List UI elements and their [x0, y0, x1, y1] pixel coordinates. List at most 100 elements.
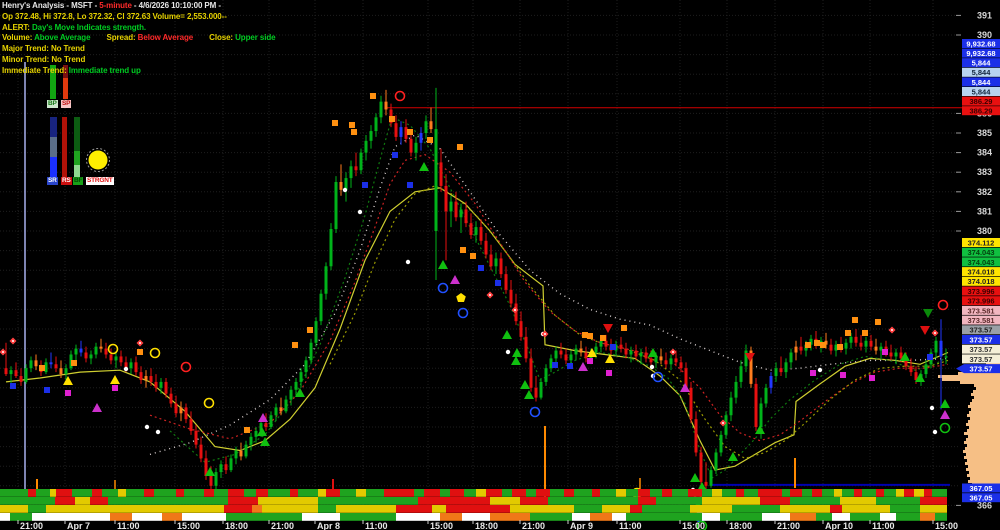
price-badge: 9,932.68: [966, 39, 995, 48]
price-axis-label: 381: [977, 206, 992, 216]
price-badge: 367.05: [970, 494, 993, 503]
time-axis-label: 11:00: [365, 521, 388, 530]
time-axis: 21:00 Apr 7 11:00 15:00 18:00 21:00 Apr 8 11:00…: [17, 520, 958, 530]
price-badge: 5,844: [972, 87, 992, 96]
legend-chip-sp: SP: [61, 100, 72, 108]
time-axis-label: Apr 10: [825, 521, 853, 530]
volume-stat-label: Volume:: [2, 33, 33, 43]
time-axis-label: 15:00: [177, 521, 200, 530]
chart-title: Henry's Analysis - MSFT -: [2, 1, 100, 10]
strength-gauge-ring: [86, 148, 110, 172]
time-axis-label: 15:00: [935, 521, 958, 530]
upper-price-badges: 9,932.689,932.685,8445,8445,8445,844386.…: [962, 39, 1000, 116]
time-axis-label: 15:00: [682, 521, 705, 530]
time-axis-label: 11:00: [117, 521, 140, 530]
price-badge: 373.57: [970, 335, 993, 344]
close-stat-value: Upper side: [235, 33, 276, 43]
price-badge: 373.996: [967, 297, 994, 306]
ma-green-dotted: [169, 116, 949, 479]
time-axis-label: 11:00: [872, 521, 895, 530]
price-badge: 367.05: [970, 484, 993, 493]
price-badge: 386.29: [970, 107, 993, 116]
time-axis-label: 18:00: [729, 521, 752, 530]
price-badge: 9,932.68: [966, 49, 995, 58]
volume-stat-value: Above Average: [34, 33, 91, 43]
ma-white-dotted: [149, 134, 949, 456]
chart-header: Henry's Analysis - MSFT - 5-minute - 4/6…: [2, 1, 276, 77]
grid: [0, 0, 958, 519]
price-badge: 373.581: [967, 316, 994, 325]
time-axis-label: 21:00: [522, 521, 545, 530]
minor-trend-line: Minor Trend: No Trend: [2, 55, 275, 66]
price-axis-label: 380: [977, 226, 992, 236]
price-axis-label: 384: [977, 148, 992, 158]
price-badge: 5,844: [972, 78, 992, 87]
time-axis-label: 18:00: [225, 521, 248, 530]
price-axis-label: 385: [977, 128, 992, 138]
price-badge: 374.018: [967, 268, 994, 277]
close-stat-label: Close:: [209, 33, 233, 43]
legend-chip-rs: RS: [61, 177, 72, 185]
strength-gauge-circle: [88, 150, 108, 170]
time-axis-label: 21:00: [20, 521, 43, 530]
time-axis-label: 21:00: [271, 521, 294, 530]
price-badge: 5,844: [972, 59, 992, 68]
time-axis-label: 21:00: [777, 521, 800, 530]
alert-line: ALERT: Day's Move Indicates strength.: [2, 23, 275, 34]
time-axis-label: 18:00: [475, 521, 498, 530]
chart-title-line: Henry's Analysis - MSFT - 5-minute - 4/6…: [2, 1, 275, 12]
price-badge: 374.043: [967, 248, 994, 257]
immediate-trend-line: Immediate Trend: Immediate trend up: [2, 66, 275, 77]
price-badge: 373.57: [970, 355, 993, 364]
minor-trend-label: Minor Trend:: [2, 54, 50, 64]
price-axis-label: 391: [977, 10, 992, 20]
time-axis-label: Apr 9: [570, 521, 593, 530]
spread-stat-value: Below Average: [137, 33, 194, 43]
alert-label: ALERT:: [2, 22, 30, 32]
price-axis-label: 382: [977, 187, 992, 197]
price-badge: 373.996: [967, 287, 994, 296]
price-badge: 373.57: [970, 365, 993, 374]
time-axis-label: Apr 7: [67, 521, 90, 530]
minor-trend-value: No Trend: [51, 54, 86, 64]
major-trend-label: Major Trend:: [2, 44, 49, 54]
time-axis-label: 15:00: [430, 521, 453, 530]
time-axis-label: 11:00: [619, 521, 642, 530]
legend-chip-sr: SR: [47, 177, 58, 185]
price-axis-label: 366: [977, 500, 992, 510]
immediate-trend-label: Immediate Trend:: [2, 65, 67, 75]
legend-chip-bf: BF: [73, 177, 84, 185]
price-axis-label: 383: [977, 167, 992, 177]
major-trend-line: Major Trend: No Trend: [2, 44, 275, 55]
legend-chip-bp: BP: [47, 100, 58, 108]
signal-heatmap: [0, 489, 947, 521]
price-badge: 373.581: [967, 306, 994, 315]
current-price-badges: 374.112374.043374.043374.018374.018373.9…: [956, 238, 1000, 374]
stats-line: Volume: Above Average Spread: Below Avera…: [2, 33, 276, 44]
spread-stat-label: Spread:: [106, 33, 136, 43]
reference-lines: [24, 62, 1000, 500]
alert-text: Day's Move Indicates strength.: [31, 22, 147, 32]
price-badge: 374.018: [967, 277, 994, 286]
ohlc-readout: Op 372.48, Hi 372.8, Lo 372.32, Cl 372.6…: [2, 11, 227, 21]
ma-yellow: [5, 187, 949, 471]
price-badge: 386.29: [970, 97, 993, 106]
indicator-legend-bars: [50, 65, 110, 178]
price-badge: 5,844: [972, 68, 992, 77]
signal-markers: [0, 90, 951, 530]
chart-interval: 5-minute: [99, 1, 132, 10]
ma-red-dotted: [149, 153, 949, 442]
moving-average-lines: [5, 116, 949, 479]
price-axis-label: 390: [977, 30, 992, 40]
immediate-trend-value: Immediate trend up: [68, 65, 141, 75]
chart-datetime: - 4/6/2026 10:10:00 PM -: [131, 1, 221, 10]
price-badge: 374.112: [968, 238, 995, 247]
price-badge: 374.043: [967, 258, 994, 267]
candlestick-series: [4, 87, 948, 496]
major-trend-value: No Trend: [50, 44, 85, 54]
legend-chip-strgnt: STRGNT: [86, 177, 114, 185]
price-badge: 373.57: [970, 345, 993, 354]
